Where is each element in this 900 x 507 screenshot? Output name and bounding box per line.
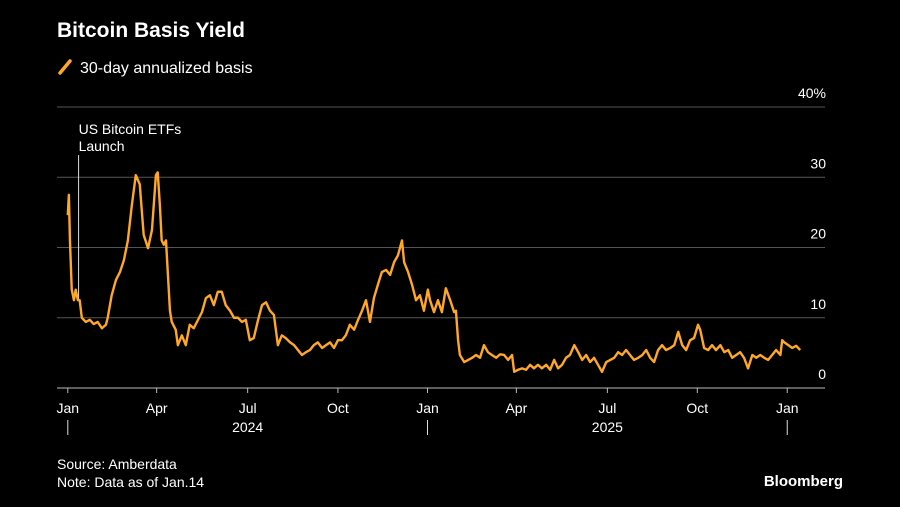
year-label: 2025 — [592, 419, 623, 435]
source: Source: Amberdata — [57, 456, 177, 472]
x-tick-label: Jan — [416, 400, 439, 416]
x-tick-label: Jan — [57, 400, 80, 416]
y-tick-label: 40% — [798, 85, 826, 101]
y-tick-label: 10 — [810, 296, 826, 312]
x-tick-label: Jul — [239, 400, 257, 416]
x-tick-label: Jul — [598, 400, 616, 416]
annotation-text: US Bitcoin ETFs — [79, 121, 182, 137]
annotation-text: Launch — [79, 138, 125, 154]
note: Note: Data as of Jan.14 — [57, 474, 204, 490]
plot-area: 0 10 20 30 40% Jan Apr Jul Oct Jan Apr Jul Oct Jan 202… — [57, 85, 826, 435]
brand: Bloomberg — [764, 473, 843, 490]
legend-swatch — [58, 59, 72, 75]
y-tick-label: 0 — [818, 366, 826, 382]
y-tick-label: 20 — [810, 226, 826, 242]
legend-label: 30-day annualized basis — [80, 60, 253, 77]
x-tick-label: Oct — [686, 400, 708, 416]
year-label: 2024 — [232, 419, 263, 435]
data-line — [66, 171, 802, 374]
x-tick-label: Jan — [776, 400, 799, 416]
chart-title: Bitcoin Basis Yield — [57, 19, 245, 42]
x-tick-label: Apr — [146, 400, 168, 416]
x-tick-label: Apr — [505, 400, 527, 416]
y-tick-label: 30 — [810, 155, 826, 171]
x-tick-label: Oct — [327, 400, 349, 416]
